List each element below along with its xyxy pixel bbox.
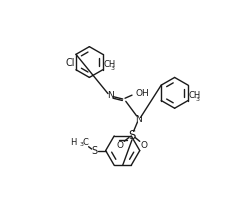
Text: Cl: Cl — [66, 58, 75, 68]
Text: S: S — [128, 129, 136, 142]
Text: N: N — [107, 91, 114, 100]
Text: S: S — [92, 146, 98, 155]
Text: CH: CH — [104, 60, 116, 69]
Text: H: H — [70, 138, 77, 147]
Text: 3: 3 — [110, 66, 114, 71]
Text: O: O — [117, 141, 124, 150]
Text: N: N — [135, 115, 141, 124]
Text: 3: 3 — [196, 97, 200, 102]
Text: OH: OH — [136, 89, 149, 98]
Text: 3: 3 — [79, 142, 83, 147]
Text: CH: CH — [189, 91, 201, 100]
Text: O: O — [140, 141, 147, 150]
Text: C: C — [82, 138, 88, 147]
